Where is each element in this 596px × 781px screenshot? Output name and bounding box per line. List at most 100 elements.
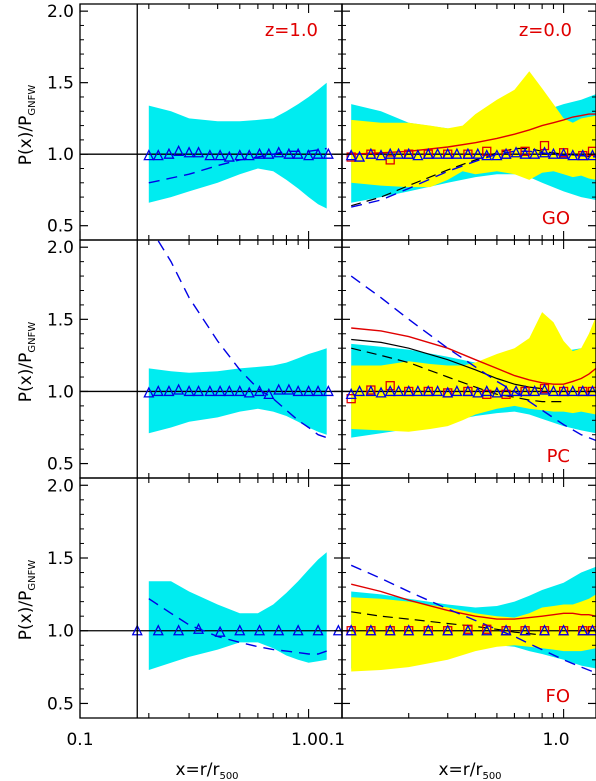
triangle-marker [253,385,266,397]
x-tick-label-left-1.0-0.1: 1.00.1 [291,730,345,750]
cyan-band-r2-c0 [148,552,327,670]
triangle-marker [303,385,315,397]
triangle-marker [292,147,304,159]
y-tick-label: 1.5 [47,310,74,330]
y-tick-label: 2.0 [47,476,74,496]
y-tick-label: 1.5 [47,74,74,94]
triangle-marker [163,385,175,397]
triangle-marker [442,386,454,398]
triangle-marker [393,385,405,397]
blue-dashed-line-r2-c1 [350,564,596,674]
panels-layer: 0.5 1.0 1.5 2.0 z=1.0 z=0.0 GO 0.5 1.0 1.5 2.0 PC 0.… [47,2,596,719]
triangle-marker [345,387,357,399]
triangle-marker [462,624,474,636]
triangle-marker [253,147,266,159]
y-tick-label: 1.0 [47,622,74,642]
triangle-marker [223,385,235,397]
red-solid-line-r1-c1 [351,327,596,385]
triangle-marker [303,149,315,161]
triangle-marker [586,149,596,161]
triangle-marker [365,385,377,397]
panel-r2-c1: FO [341,477,596,719]
y-tick-label: 1.0 [47,145,74,165]
triangle-marker [403,147,415,159]
triangle-marker [558,147,570,159]
triangle-marker [283,383,295,395]
plot-area-r2-c1 [342,564,596,674]
triangle-marker [547,385,560,397]
triangle-marker [292,624,304,636]
plot-area-r0-c0 [80,82,342,209]
y-axis-title-row-0: P(x)/PGNFW [16,85,38,166]
triangle-marker [422,624,434,636]
x-axis-title-right: x=r/r500 [438,760,501,781]
triangle-marker [412,385,424,397]
triangle-marker [214,385,226,397]
triangle-marker [451,385,463,397]
triangle-marker [365,147,377,159]
panel-label: FO [545,686,570,707]
panel-label: PC [547,446,570,467]
triangle-marker [538,383,551,395]
triangle-marker [422,147,434,159]
redshift-annotation: z=0.0 [519,20,572,41]
plot-area-r1-c0 [80,240,342,439]
triangle-marker [192,385,205,397]
panel-label: GO [542,208,570,229]
triangle-marker [500,385,512,397]
axis-labels-layer: P(x)/PGNFW P(x)/PGNFW P(x)/PGNFW 0.1 1.0… [16,85,570,781]
black-dashed-line-r1-c1 [351,347,564,403]
triangle-marker [481,385,493,397]
triangle-marker [519,147,531,159]
triangle-marker [263,387,275,399]
panel-r2-c0: 0.5 1.0 1.5 2.0 [47,476,343,719]
triangle-marker [577,149,589,161]
triangle-marker [312,385,324,397]
square-marker [346,152,356,162]
triangle-marker [283,147,295,159]
triangle-marker [567,149,579,161]
panel-r0-c1: z=0.0 GO [341,3,596,241]
y-axis-title-row-2: P(x)/PGNFW [16,560,38,641]
triangle-marker [312,624,324,636]
triangle-marker [538,146,551,158]
black-solid-line-r1-c1 [351,338,543,390]
triangle-marker [567,385,579,397]
triangle-marker [263,147,275,159]
triangle-marker [173,624,185,636]
yellow-band-r0-c1 [351,71,596,188]
triangle-marker [500,624,512,636]
triangle-marker [403,385,415,397]
y-tick-label: 2.0 [47,238,74,258]
triangle-marker [442,624,454,636]
triangle-marker [412,149,424,161]
square-marker [539,140,550,151]
black-dashed-line-r2-c1 [351,611,543,636]
triangle-marker [204,385,216,397]
panel-frame-r2-c1 [341,477,596,719]
triangle-marker [577,624,589,636]
red-solid-line-r2-c1 [351,583,596,620]
triangle-marker [243,149,255,161]
triangle-marker [322,385,334,397]
blue-dashed-line-r1-c0 [156,240,327,439]
triangle-marker [234,149,246,161]
triangle-marker [451,147,463,159]
x-axis-title-left: x=r/r500 [175,760,238,781]
triangle-marker [163,147,175,159]
panel-r0-c0: 0.5 1.0 1.5 2.0 z=1.0 [47,2,343,241]
triangle-marker [273,146,285,158]
triangle-marker [432,147,444,159]
y-tick-label: 1.0 [47,382,74,402]
triangle-marker [192,622,205,634]
plot-area-r1-c1 [342,275,596,442]
triangle-marker [214,625,226,637]
panel-r1-c1: PC [341,239,596,479]
square-marker [587,146,596,156]
triangle-marker [173,383,185,395]
triangle-marker [529,385,541,397]
triangle-marker [353,150,366,162]
triangle-marker [273,383,285,395]
triangle-marker [577,385,589,397]
